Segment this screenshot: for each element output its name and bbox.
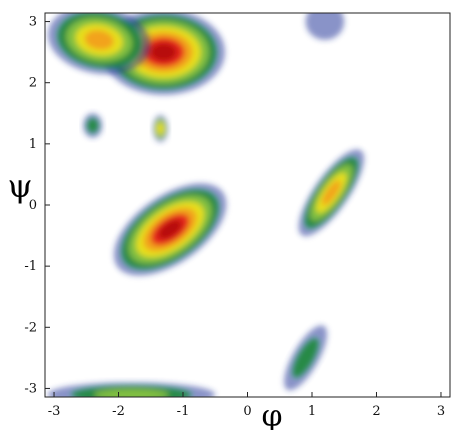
density-region bbox=[152, 115, 169, 143]
plot-background bbox=[45, 13, 450, 397]
y-tick-label: -2 bbox=[24, 320, 37, 335]
density-contour bbox=[86, 117, 99, 134]
y-tick-label: -1 bbox=[24, 259, 37, 274]
density-contour bbox=[150, 43, 177, 62]
density-contour bbox=[84, 30, 114, 50]
density-region bbox=[113, 183, 227, 276]
x-tick-label: 1 bbox=[308, 404, 316, 419]
x-axis-ticks: -3 -2 -1 0 1 2 3 bbox=[48, 392, 445, 419]
density-region bbox=[298, 149, 365, 237]
density-contour bbox=[305, 13, 345, 40]
y-axis-label: ψ bbox=[7, 167, 32, 205]
y-tick-label: 3 bbox=[29, 15, 37, 30]
y-tick-label: -3 bbox=[24, 381, 37, 396]
x-axis-label: φ bbox=[261, 399, 282, 430]
x-tick-label: 0 bbox=[243, 404, 251, 419]
density-contour bbox=[156, 122, 164, 135]
y-tick-label: 1 bbox=[29, 137, 37, 152]
density-contour bbox=[94, 389, 169, 397]
x-tick-label: -1 bbox=[177, 404, 190, 419]
x-tick-label: 3 bbox=[437, 404, 445, 419]
density-contour bbox=[158, 219, 182, 240]
y-axis-ticks: 3 2 1 0 -1 -2 -3 bbox=[24, 15, 50, 396]
density-contour bbox=[292, 337, 319, 378]
x-tick-label: -2 bbox=[112, 404, 125, 419]
density-region bbox=[284, 325, 328, 391]
y-tick-label: 0 bbox=[29, 198, 37, 213]
density-region bbox=[305, 13, 345, 40]
y-tick-label: 2 bbox=[29, 76, 37, 91]
x-tick-label: -3 bbox=[48, 404, 61, 419]
density-layer bbox=[47, 13, 365, 397]
x-tick-label: 2 bbox=[372, 404, 380, 419]
density-region bbox=[83, 113, 103, 138]
density-region bbox=[47, 382, 216, 397]
density-region bbox=[48, 13, 151, 75]
density-contour bbox=[321, 180, 341, 206]
